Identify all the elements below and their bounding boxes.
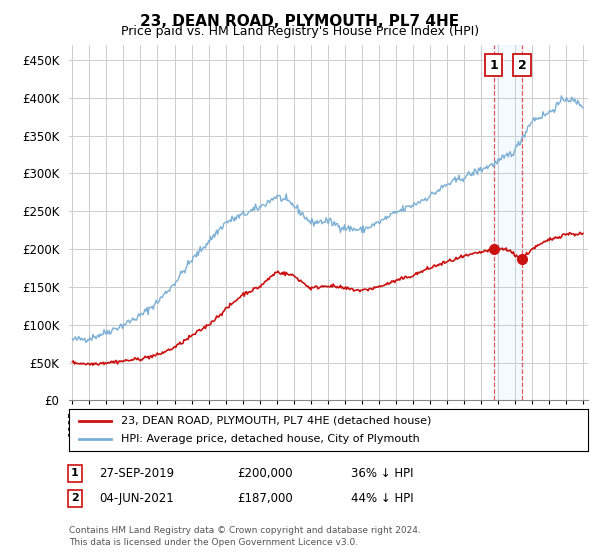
- Text: 36% ↓ HPI: 36% ↓ HPI: [351, 466, 413, 480]
- Text: 1: 1: [489, 59, 498, 72]
- Text: £187,000: £187,000: [237, 492, 293, 505]
- Text: 23, DEAN ROAD, PLYMOUTH, PL7 4HE: 23, DEAN ROAD, PLYMOUTH, PL7 4HE: [140, 14, 460, 29]
- Text: 23, DEAN ROAD, PLYMOUTH, PL7 4HE (detached house): 23, DEAN ROAD, PLYMOUTH, PL7 4HE (detach…: [121, 416, 431, 426]
- Text: 44% ↓ HPI: 44% ↓ HPI: [351, 492, 413, 505]
- Text: HPI: Average price, detached house, City of Plymouth: HPI: Average price, detached house, City…: [121, 434, 419, 444]
- Text: Contains HM Land Registry data © Crown copyright and database right 2024.
This d: Contains HM Land Registry data © Crown c…: [69, 526, 421, 547]
- Text: 27-SEP-2019: 27-SEP-2019: [99, 466, 174, 480]
- Text: 1: 1: [71, 468, 79, 478]
- Bar: [494, 45, 522, 400]
- Text: 2: 2: [518, 59, 526, 72]
- Text: 2: 2: [71, 493, 79, 503]
- Text: 04-JUN-2021: 04-JUN-2021: [99, 492, 174, 505]
- Text: Price paid vs. HM Land Registry's House Price Index (HPI): Price paid vs. HM Land Registry's House …: [121, 25, 479, 38]
- Text: £200,000: £200,000: [237, 466, 293, 480]
